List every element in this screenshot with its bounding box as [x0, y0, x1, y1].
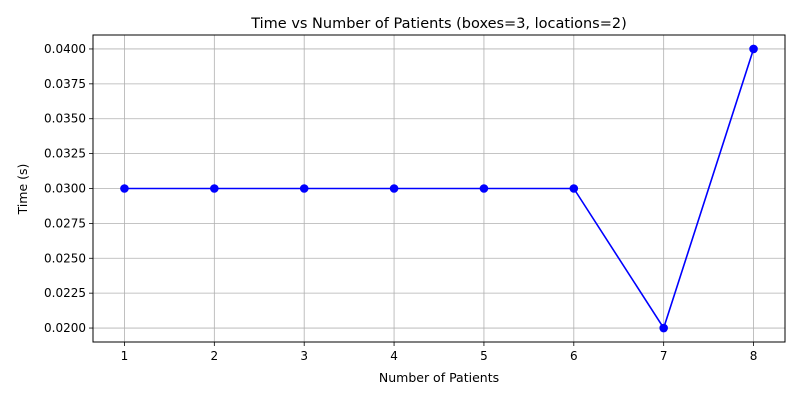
x-axis: 1 2 3 4 5 6 7 8	[121, 342, 758, 363]
x-tick-label: 6	[570, 349, 578, 363]
data-point	[749, 44, 758, 54]
data-point	[299, 184, 309, 193]
y-tick-label: 0.0225	[44, 286, 86, 300]
y-tick-label: 0.0400	[44, 42, 86, 56]
chart-title: Time vs Number of Patients (boxes=3, loc…	[250, 16, 627, 32]
series-layer	[120, 44, 758, 333]
x-axis-label: Number of Patients	[379, 370, 499, 385]
data-point	[569, 184, 579, 193]
y-tick-label: 0.0350	[44, 112, 86, 126]
data-point	[479, 184, 489, 193]
y-tick-label: 0.0300	[44, 182, 86, 196]
y-tick-label: 0.0325	[44, 147, 86, 161]
y-tick-label: 0.0200	[44, 321, 86, 335]
y-tick-label: 0.0275	[44, 216, 86, 230]
data-point	[389, 184, 399, 193]
x-tick-label: 5	[480, 349, 488, 363]
x-tick-label: 4	[390, 349, 398, 363]
x-tick-label: 3	[300, 349, 308, 363]
series-line	[124, 48, 755, 329]
y-axis-label: Time (s)	[15, 164, 30, 216]
x-tick-label: 1	[121, 349, 129, 363]
data-point	[210, 184, 219, 193]
data-point	[659, 323, 668, 333]
data-point	[120, 184, 129, 193]
y-tick-label: 0.0375	[44, 77, 86, 91]
x-tick-label: 2	[211, 349, 219, 363]
y-tick-label: 0.0250	[44, 251, 86, 265]
x-tick-label: 8	[750, 349, 758, 363]
y-axis: 0.0200 0.0225 0.0250 0.0275 0.0300 0.0325 0.03…	[44, 42, 93, 335]
x-tick-label: 7	[660, 349, 668, 363]
